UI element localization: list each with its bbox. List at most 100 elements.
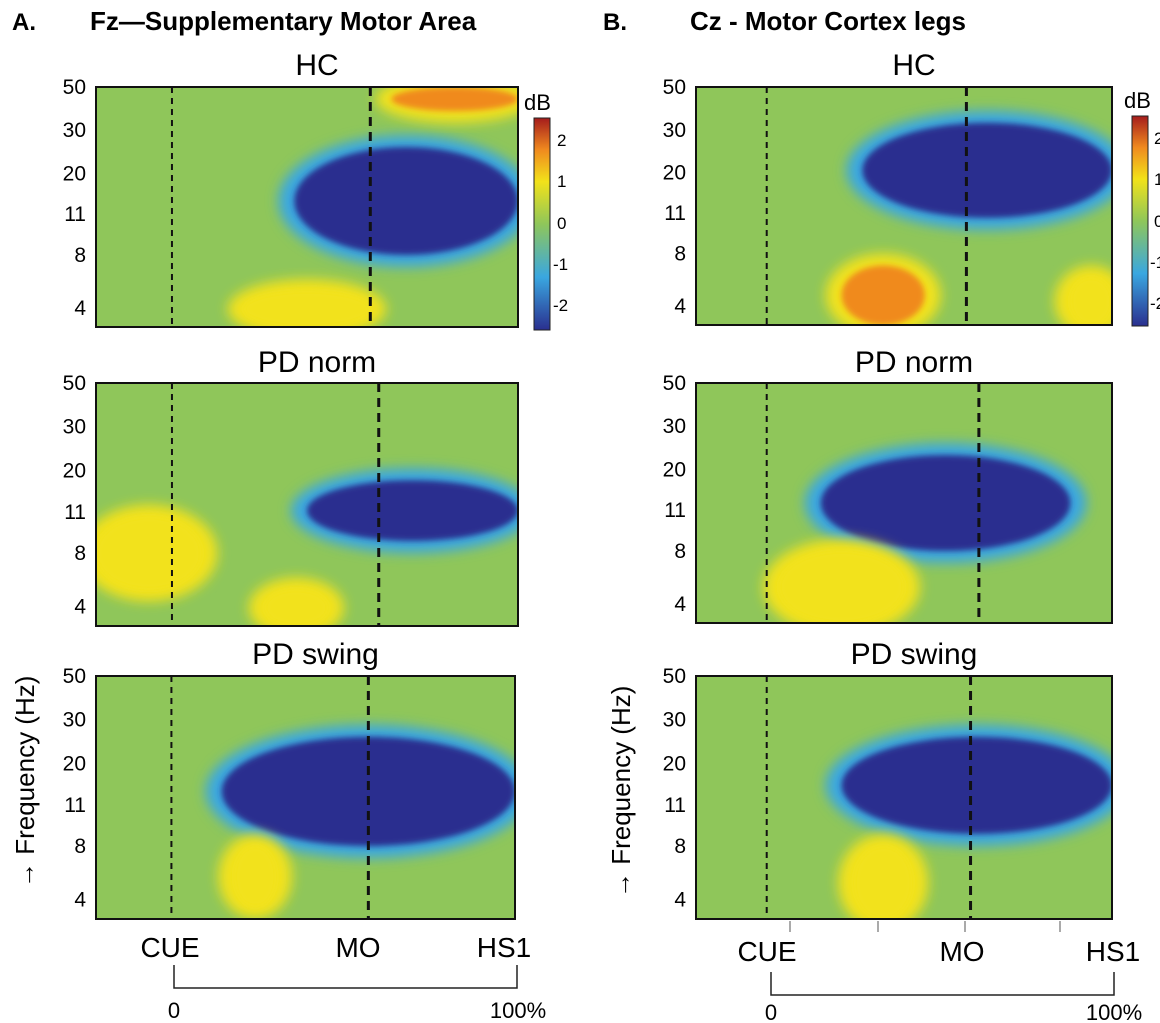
ytick-label: 50 bbox=[63, 76, 86, 99]
panel-b-xtick-cue: CUE bbox=[737, 936, 796, 967]
panel-a-xtick-cue: CUE bbox=[140, 932, 199, 963]
heatmap-region bbox=[264, 589, 329, 626]
panel-b-ylabel: → Frequency (Hz) bbox=[606, 686, 636, 898]
panel-b-title: Cz - Motor Cortex legs bbox=[690, 6, 966, 36]
ytick-label: 30 bbox=[63, 119, 86, 142]
ytick-label: 50 bbox=[63, 372, 86, 395]
ytick-label: 11 bbox=[64, 501, 86, 524]
ytick-label: 50 bbox=[63, 665, 86, 688]
plot-frame bbox=[95, 382, 519, 627]
ytick-label: 4 bbox=[74, 297, 86, 320]
panel-b-letter: B. bbox=[603, 9, 627, 36]
spectrogram-b-5: 50 30 20 11 8 4 PD swing bbox=[663, 638, 1113, 920]
spectrogram-b-3: 50 30 20 11 8 4 HC bbox=[663, 49, 1113, 326]
panel-a-scale-end: 100% bbox=[490, 998, 546, 1023]
plot-frame bbox=[95, 86, 519, 328]
heatmap-region bbox=[96, 516, 202, 590]
colorbar-b-tick-1: 1 bbox=[1154, 170, 1160, 189]
panel-a-xtick-hs1: HS1 bbox=[477, 932, 531, 963]
ytick-label: 8 bbox=[74, 542, 86, 565]
ytick-label: 4 bbox=[674, 295, 686, 318]
subplot-title: PD swing bbox=[252, 638, 379, 671]
panel-a-ylabel: → Frequency (Hz) bbox=[10, 676, 40, 888]
ytick-label: 8 bbox=[674, 243, 686, 266]
ytick-label: 20 bbox=[663, 458, 686, 481]
colorbar-b-label: dB bbox=[1124, 88, 1151, 113]
panel-a-scale-bracket bbox=[173, 965, 518, 989]
panel-b-scale-bracket bbox=[770, 972, 1115, 996]
panel-b-scale-end: 100% bbox=[1086, 1000, 1142, 1023]
colorbar-b: dB 2 1 0 -1 -2 bbox=[1124, 88, 1160, 327]
heatmap-region bbox=[391, 87, 518, 111]
colorbar-a-label: dB bbox=[524, 90, 551, 115]
heatmap-region bbox=[221, 736, 515, 847]
ytick-label: 4 bbox=[674, 889, 686, 912]
ytick-label: 4 bbox=[74, 889, 86, 912]
ytick-label: 8 bbox=[674, 540, 686, 563]
plot-frame bbox=[695, 86, 1113, 326]
heatmap-region bbox=[234, 846, 277, 907]
ytick-label: 30 bbox=[63, 416, 86, 439]
panel-b-xtick-mo: MO bbox=[939, 936, 984, 967]
ytick-label: 4 bbox=[674, 593, 686, 616]
ytick-label: 8 bbox=[674, 835, 686, 858]
panel-a-title: Fz—Supplementary Motor Area bbox=[90, 6, 477, 36]
colorbar-b-scale bbox=[1131, 115, 1149, 327]
heatmap-region bbox=[779, 551, 904, 623]
ytick-label: 4 bbox=[74, 596, 86, 619]
colorbar-b-tick-0: 0 bbox=[1154, 212, 1160, 231]
plot-frame bbox=[95, 675, 516, 920]
spectrogram-a-2: 50 30 20 11 8 4 PD swing bbox=[63, 638, 516, 920]
colorbar-b-tick-m1: -1 bbox=[1150, 253, 1160, 272]
heatmap-region bbox=[1070, 277, 1112, 325]
panel-a-letter: A. bbox=[12, 9, 36, 36]
heatmap-region bbox=[243, 291, 371, 327]
heatmap-region bbox=[841, 265, 925, 325]
colorbar-a-tick-2: 2 bbox=[557, 131, 566, 150]
subplot-title: PD norm bbox=[258, 346, 376, 379]
subplot-title: HC bbox=[892, 49, 935, 82]
ytick-label: 11 bbox=[64, 203, 86, 226]
ytick-label: 8 bbox=[74, 244, 86, 267]
panel-a-xtick-mo: MO bbox=[335, 932, 380, 963]
ytick-label: 50 bbox=[663, 76, 686, 99]
spectrogram-a-1: 50 30 20 11 8 4 PD norm bbox=[63, 346, 519, 627]
ytick-label: 11 bbox=[64, 794, 86, 817]
ytick-label: 50 bbox=[663, 665, 686, 688]
colorbar-a-tick-0: 0 bbox=[557, 214, 566, 233]
plot-frame bbox=[695, 382, 1113, 624]
heatmap-region bbox=[854, 846, 913, 919]
ytick-label: 20 bbox=[663, 162, 686, 185]
heatmap-region bbox=[307, 480, 518, 541]
heatmap-region bbox=[294, 147, 518, 255]
ytick-label: 30 bbox=[663, 119, 686, 142]
heatmap-region bbox=[841, 736, 1112, 834]
panel-b-scale-start: 0 bbox=[765, 1000, 777, 1023]
subplot-title: PD norm bbox=[855, 346, 973, 379]
panel-a-scale-start: 0 bbox=[168, 998, 180, 1023]
spectrogram-a-0: 50 30 20 11 8 4 HC bbox=[63, 49, 519, 328]
ytick-label: 11 bbox=[664, 202, 686, 225]
ytick-label: 8 bbox=[74, 835, 86, 858]
panel-b-xtick-hs1: HS1 bbox=[1086, 936, 1140, 967]
ytick-label: 20 bbox=[663, 752, 686, 775]
colorbar-a-tick-m2: -2 bbox=[553, 296, 568, 315]
plot-frame bbox=[695, 675, 1113, 920]
colorbar-a-tick-m1: -1 bbox=[553, 255, 568, 274]
ytick-label: 11 bbox=[664, 794, 686, 817]
spectrogram-b-4: 50 30 20 11 8 4 PD norm bbox=[663, 346, 1113, 624]
ytick-label: 30 bbox=[663, 709, 686, 732]
heatmap-region bbox=[862, 122, 1112, 218]
subplot-title: HC bbox=[295, 49, 338, 82]
colorbar-a: dB 2 1 0 -1 -2 bbox=[524, 90, 568, 331]
ytick-label: 11 bbox=[664, 499, 686, 522]
colorbar-a-scale bbox=[533, 117, 551, 331]
panel-b-minor-ticks bbox=[789, 921, 1061, 932]
ytick-label: 20 bbox=[63, 752, 86, 775]
colorbar-a-tick-1: 1 bbox=[557, 172, 566, 191]
ytick-label: 30 bbox=[663, 415, 686, 438]
heatmap-region bbox=[820, 455, 1071, 551]
ytick-label: 50 bbox=[663, 372, 686, 395]
